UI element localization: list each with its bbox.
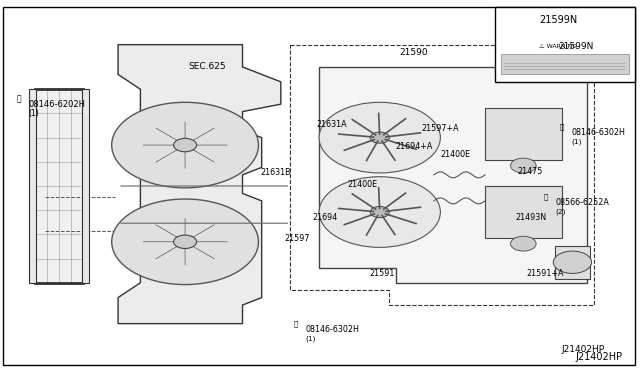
- Polygon shape: [319, 67, 587, 283]
- Text: 08146-6302H: 08146-6302H: [305, 325, 359, 334]
- Text: 21591+A: 21591+A: [527, 269, 564, 278]
- Text: Ⓢ: Ⓢ: [543, 194, 548, 201]
- Text: 08566-6252A: 08566-6252A: [556, 198, 609, 207]
- Text: (1): (1): [29, 109, 40, 118]
- Text: 21591: 21591: [369, 269, 394, 278]
- Text: 21590: 21590: [399, 48, 428, 57]
- Circle shape: [511, 158, 536, 173]
- Text: 21597+A: 21597+A: [421, 124, 459, 133]
- Text: 21493N: 21493N: [516, 213, 547, 222]
- Bar: [495, 7, 635, 82]
- Polygon shape: [118, 45, 281, 324]
- Circle shape: [112, 199, 259, 285]
- Circle shape: [173, 235, 196, 248]
- Text: ⚠ WARNING: ⚠ WARNING: [540, 44, 577, 49]
- Text: 21599N: 21599N: [540, 16, 577, 25]
- Text: Ⓑ: Ⓑ: [559, 123, 564, 130]
- Text: 21694+A: 21694+A: [396, 142, 433, 151]
- Bar: [485, 108, 562, 160]
- Text: Ⓑ: Ⓑ: [17, 94, 22, 103]
- Circle shape: [370, 132, 389, 143]
- Text: 21597: 21597: [284, 234, 310, 243]
- Circle shape: [173, 138, 196, 152]
- Circle shape: [112, 102, 259, 188]
- Text: J21402HP: J21402HP: [575, 352, 622, 362]
- Text: 08146-6302H: 08146-6302H: [571, 128, 625, 137]
- Bar: [82, 89, 90, 283]
- Bar: [501, 54, 628, 74]
- Text: 21400E: 21400E: [440, 150, 470, 159]
- Bar: [556, 246, 590, 279]
- Circle shape: [554, 251, 591, 273]
- Text: 21599N: 21599N: [559, 42, 594, 51]
- Text: (1): (1): [305, 335, 316, 342]
- Circle shape: [319, 177, 440, 247]
- Circle shape: [319, 102, 440, 173]
- Text: 21475: 21475: [517, 167, 542, 176]
- Text: SEC.625: SEC.625: [188, 62, 226, 71]
- Text: 21400E: 21400E: [348, 180, 378, 189]
- Text: 21694: 21694: [313, 213, 338, 222]
- Text: 21631A: 21631A: [316, 120, 346, 129]
- Text: Ⓑ: Ⓑ: [293, 320, 298, 327]
- Circle shape: [511, 236, 536, 251]
- Text: (2): (2): [556, 209, 566, 215]
- Text: 21631B: 21631B: [260, 169, 291, 177]
- Text: (1): (1): [571, 138, 582, 145]
- Circle shape: [370, 206, 389, 218]
- Bar: [35, 89, 83, 283]
- Text: J21402HP: J21402HP: [562, 345, 605, 354]
- Text: 08146-6202H: 08146-6202H: [29, 100, 86, 109]
- Bar: [29, 89, 36, 283]
- Bar: [485, 186, 562, 238]
